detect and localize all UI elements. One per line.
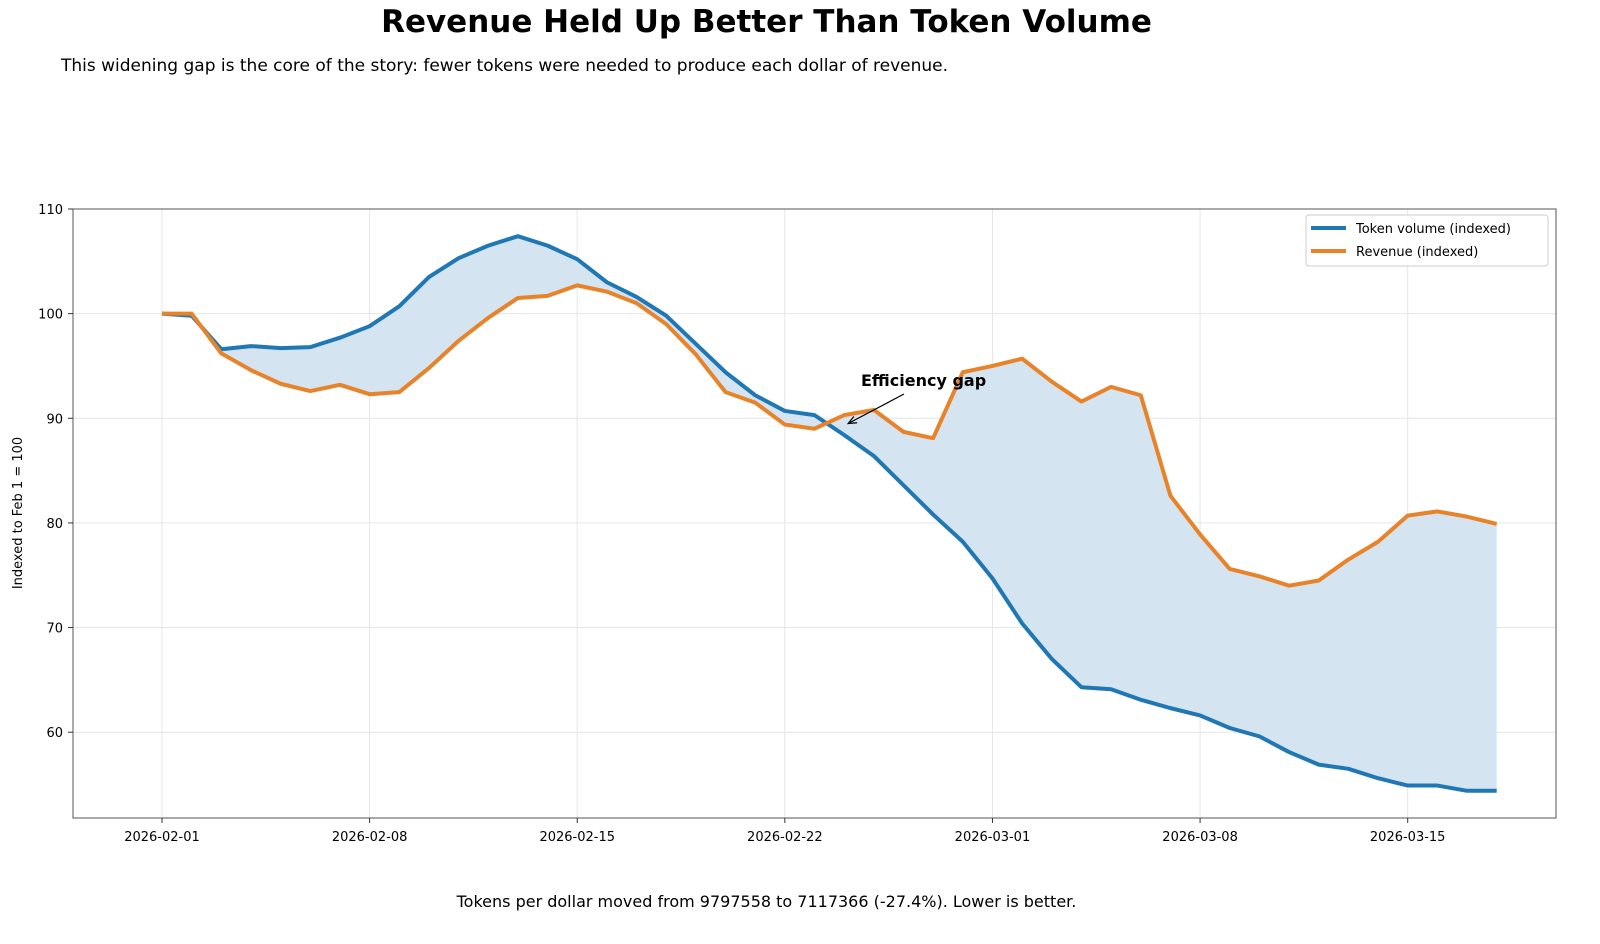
x-tick-label: 2026-02-08 [332, 830, 408, 845]
efficiency-gap-fill [161, 236, 1497, 791]
y-tick-label: 90 [46, 412, 63, 427]
annotation: Efficiency gap [846, 371, 986, 425]
y-tick-label: 100 [38, 308, 63, 323]
token-volume-line [161, 234, 1497, 793]
plot-frame [72, 208, 1557, 819]
y-tick-label: 70 [46, 622, 63, 637]
x-tick-label: 2026-02-15 [539, 830, 615, 845]
y-tick-label: 110 [38, 203, 63, 218]
y-tick-label: 60 [46, 726, 63, 741]
annotation-arrowhead [846, 416, 858, 425]
legend: Token volume (indexed) Revenue (indexed) [1305, 214, 1549, 267]
x-tick-label: 2026-02-22 [747, 830, 823, 845]
annotation-text: Efficiency gap [861, 371, 986, 390]
chart-footer: Tokens per dollar moved from 9797558 to … [456, 892, 1077, 911]
chart-title: Revenue Held Up Better Than Token Volume [381, 4, 1152, 40]
y-axis-label: Indexed to Feb 1 = 100 [11, 437, 26, 589]
legend-box [1305, 214, 1549, 267]
axis-ticks: 2026-02-01 2026-02-08 2026-02-15 2026-02-22… [38, 203, 1445, 845]
x-tick-label: 2026-02-01 [124, 830, 200, 845]
chart-subtitle: This widening gap is the core of the sto… [61, 56, 949, 76]
y-tick-label: 80 [46, 517, 63, 532]
x-tick-label: 2026-03-01 [955, 830, 1031, 845]
x-tick-label: 2026-03-15 [1370, 830, 1446, 845]
revenue-line [161, 283, 1498, 588]
annotation-arrow [847, 393, 905, 425]
legend-label-token: Token volume (indexed) [1355, 222, 1511, 237]
legend-label-revenue: Revenue (indexed) [1356, 245, 1478, 260]
x-tick-label: 2026-03-08 [1162, 830, 1238, 845]
